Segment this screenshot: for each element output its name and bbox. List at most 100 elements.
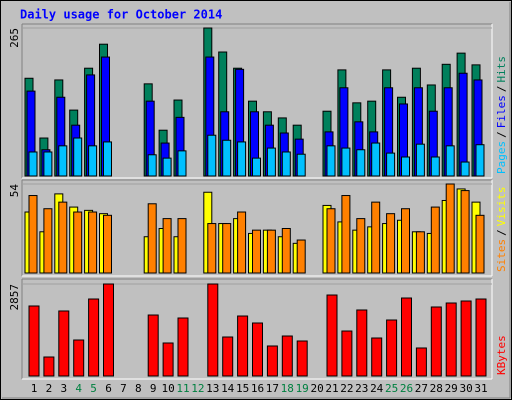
bar bbox=[326, 145, 336, 177]
x-tick-label: 27 bbox=[415, 382, 428, 395]
legend: Sites / Visits bbox=[495, 187, 508, 273]
bar bbox=[401, 208, 410, 274]
bar bbox=[326, 294, 338, 377]
bar bbox=[147, 314, 159, 377]
x-tick-label: 23 bbox=[355, 382, 368, 395]
bar bbox=[88, 298, 100, 377]
bar bbox=[177, 317, 189, 377]
bar bbox=[43, 208, 53, 274]
bar bbox=[252, 157, 261, 177]
bar bbox=[222, 223, 232, 274]
legend-separator: / bbox=[495, 86, 508, 93]
bar bbox=[43, 151, 53, 177]
x-tick-label: 20 bbox=[310, 382, 323, 395]
bar bbox=[445, 302, 457, 377]
bar bbox=[58, 201, 68, 274]
bar bbox=[222, 139, 232, 177]
bar bbox=[28, 195, 38, 274]
bar bbox=[162, 157, 172, 177]
bar bbox=[103, 283, 114, 377]
bar bbox=[458, 72, 468, 177]
x-tick-label: 5 bbox=[90, 382, 97, 395]
legend-entry: Files bbox=[495, 95, 508, 128]
x-tick-label: 19 bbox=[296, 382, 309, 395]
x-tick-label: 29 bbox=[445, 382, 458, 395]
x-tick-label: 31 bbox=[474, 382, 487, 395]
bar bbox=[147, 203, 157, 274]
bar bbox=[460, 161, 470, 177]
y-max-label: 2857 bbox=[8, 284, 21, 311]
bar bbox=[103, 214, 112, 274]
bar bbox=[266, 229, 276, 274]
legend-separator: / bbox=[495, 131, 508, 138]
bar bbox=[103, 141, 112, 177]
bar bbox=[162, 218, 172, 274]
bar bbox=[430, 206, 440, 274]
x-tick-label: 2 bbox=[46, 382, 53, 395]
bar bbox=[28, 305, 40, 377]
bar bbox=[222, 336, 234, 377]
bar bbox=[356, 309, 368, 377]
bar bbox=[371, 142, 381, 177]
bar bbox=[73, 339, 85, 377]
legend-entry: Visits bbox=[495, 187, 508, 227]
x-tick-label: 28 bbox=[430, 382, 443, 395]
bar bbox=[281, 335, 293, 377]
bar bbox=[386, 213, 396, 274]
x-tick-label: 10 bbox=[161, 382, 174, 395]
bar bbox=[326, 208, 336, 274]
x-tick-label: 17 bbox=[266, 382, 279, 395]
x-tick-label: 8 bbox=[135, 382, 142, 395]
bar bbox=[88, 211, 98, 274]
x-tick-label: 1 bbox=[31, 382, 38, 395]
x-tick-label: 6 bbox=[105, 382, 112, 395]
x-tick-label: 26 bbox=[400, 382, 413, 395]
bar bbox=[162, 342, 174, 377]
bar bbox=[460, 190, 470, 274]
x-tick-label: 13 bbox=[206, 382, 219, 395]
x-tick-label: 4 bbox=[75, 382, 82, 395]
bar bbox=[237, 141, 247, 177]
bar bbox=[415, 231, 425, 274]
bar bbox=[371, 201, 381, 274]
legend-entry: Hits bbox=[495, 56, 508, 83]
y-max-label: 54 bbox=[8, 184, 21, 198]
bar bbox=[58, 310, 70, 377]
legend-entry: Pages bbox=[495, 141, 508, 174]
bar bbox=[177, 218, 187, 274]
x-tick-label: 21 bbox=[325, 382, 338, 395]
bar bbox=[430, 306, 442, 377]
bar bbox=[356, 218, 366, 274]
bar bbox=[401, 297, 412, 377]
bar bbox=[341, 195, 351, 274]
legend: Pages / Files / Hits bbox=[495, 56, 508, 174]
bar bbox=[475, 298, 487, 377]
bar bbox=[415, 143, 425, 177]
bar bbox=[415, 347, 427, 377]
bar bbox=[266, 147, 276, 177]
bar bbox=[401, 156, 410, 177]
bar bbox=[237, 315, 249, 377]
bar bbox=[147, 154, 157, 177]
bar bbox=[386, 152, 396, 177]
x-tick-label: 30 bbox=[459, 382, 472, 395]
bar bbox=[386, 319, 398, 377]
bar bbox=[252, 322, 263, 377]
legend-entry: Sites bbox=[495, 239, 508, 272]
bar bbox=[475, 214, 485, 274]
bar bbox=[73, 137, 83, 177]
bar bbox=[296, 239, 306, 274]
x-tick-label: 7 bbox=[120, 382, 127, 395]
bar bbox=[296, 340, 308, 377]
bar bbox=[281, 228, 291, 274]
chart-title: Daily usage for October 2014 bbox=[20, 8, 222, 22]
bar bbox=[266, 345, 278, 377]
x-tick-label: 18 bbox=[281, 382, 294, 395]
bar bbox=[207, 283, 219, 377]
bar bbox=[445, 145, 455, 177]
x-tick-label: 3 bbox=[60, 382, 67, 395]
bar bbox=[237, 211, 247, 274]
bar bbox=[58, 145, 68, 177]
x-tick-label: 12 bbox=[191, 382, 204, 395]
